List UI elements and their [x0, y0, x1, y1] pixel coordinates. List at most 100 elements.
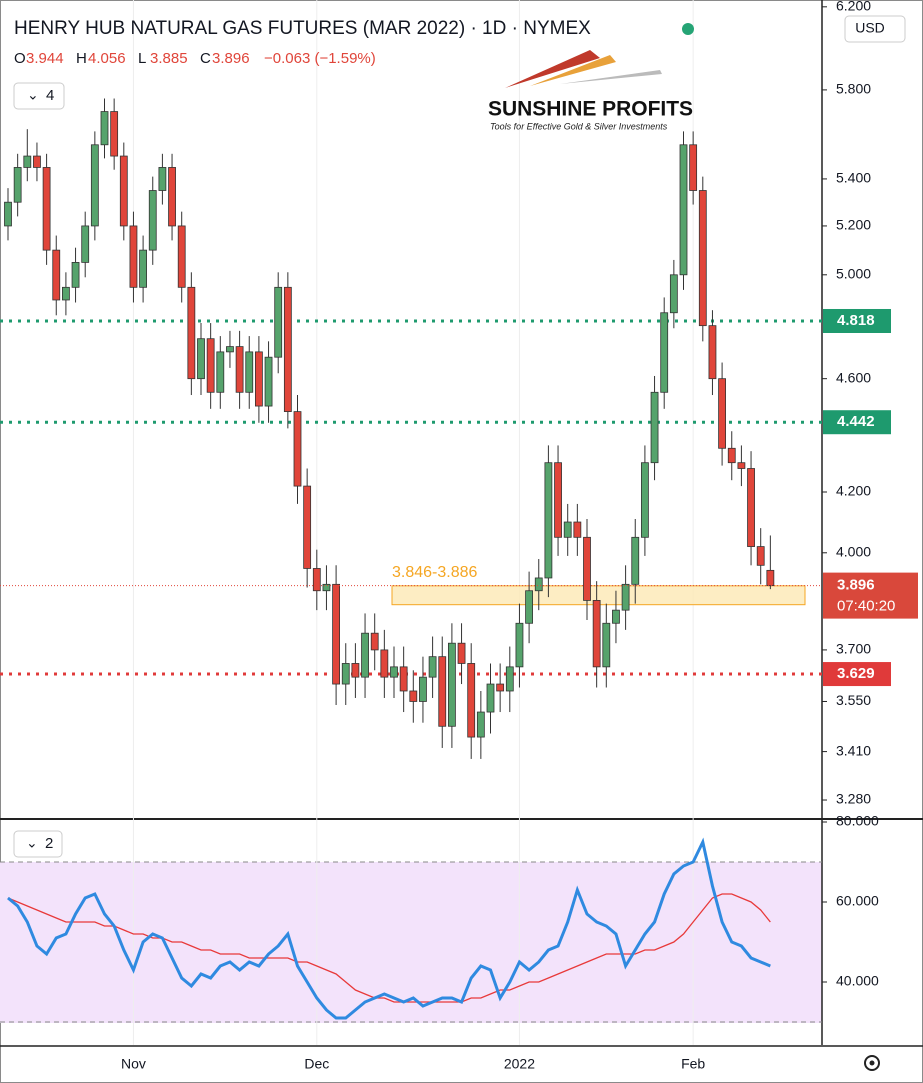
- candle-body: [631, 536, 640, 585]
- candle-body: [235, 346, 244, 393]
- candle-body: [505, 666, 514, 692]
- logo: SUNSHINE PROFITS Tools for Effective Gol…: [488, 50, 693, 131]
- candle-body: [177, 225, 186, 288]
- y-tick-label: 5.800: [836, 81, 871, 97]
- candle-body: [4, 201, 12, 227]
- candle-body: [727, 447, 736, 464]
- rsi-ma-line: [7, 893, 771, 1003]
- candle-body: [669, 274, 678, 314]
- candle-body: [708, 325, 717, 380]
- ohlc-text: C: [200, 50, 211, 67]
- svg-text:⌄: ⌄: [26, 835, 38, 851]
- candle-body: [206, 338, 215, 393]
- settings-gear[interactable]: [864, 1055, 880, 1071]
- candle-body: [52, 249, 61, 301]
- candle-body: [718, 378, 726, 449]
- candle-body: [457, 642, 466, 664]
- candle-body: [409, 690, 418, 702]
- y-tick-label: 40.000: [836, 973, 879, 989]
- candle-body: [621, 583, 630, 611]
- candle-body: [13, 167, 22, 203]
- last-price-bg: [823, 572, 918, 619]
- candle-body: [361, 632, 369, 678]
- pane-count[interactable]: 4: [46, 87, 54, 104]
- candle-body: [254, 351, 263, 407]
- candle-body: [283, 286, 292, 413]
- level-label-bg: [823, 662, 891, 687]
- y-tick-label: 3.700: [836, 641, 871, 657]
- candle-body: [303, 485, 312, 569]
- candle-body: [148, 190, 157, 251]
- candle-body: [399, 666, 408, 692]
- y-tick-label: 6.200: [836, 0, 871, 14]
- candle-body: [563, 521, 572, 538]
- candle-body: [447, 642, 456, 727]
- countdown: 07:40:20: [837, 598, 895, 615]
- ohlc-text: 3.944: [26, 50, 64, 67]
- candle-body: [756, 546, 765, 566]
- candle-body: [312, 568, 321, 592]
- candle-body: [226, 346, 234, 353]
- candle-body: [679, 144, 688, 276]
- y-tick-label: 3.280: [836, 791, 871, 807]
- x-tick-label: 2022: [504, 1056, 535, 1072]
- ohlc-text: L: [138, 50, 146, 67]
- candle-body: [90, 144, 99, 227]
- currency[interactable]: USD: [855, 20, 885, 36]
- candle-body: [110, 111, 119, 157]
- candle-body: [216, 351, 225, 393]
- candle-body: [81, 225, 90, 263]
- candle-body: [351, 663, 360, 678]
- x-tick-label: Nov: [121, 1056, 146, 1072]
- x-tick-label: Dec: [304, 1056, 329, 1072]
- candle-body: [332, 583, 341, 685]
- ohlc-text: 3.896: [212, 50, 250, 67]
- candle-body: [428, 656, 437, 678]
- rsi-band-bg: [0, 862, 822, 1023]
- currency-button[interactable]: USD: [844, 15, 906, 43]
- candle-body: [650, 391, 659, 464]
- ohlc-text: H: [76, 50, 87, 67]
- ohlc-text: 3.885: [150, 50, 188, 67]
- status-dot: [682, 23, 694, 35]
- candle-body: [747, 468, 755, 547]
- last-price-label: 3.896: [837, 577, 875, 594]
- candle-body: [23, 155, 32, 168]
- candle-body: [322, 583, 331, 592]
- candle-body: [515, 622, 524, 668]
- candle-body: [341, 663, 350, 685]
- y-tick-label: 5.200: [836, 217, 871, 233]
- y-tick-label: 3.410: [836, 742, 871, 758]
- candle-body: [158, 167, 167, 191]
- ohlc-text: 4.056: [88, 50, 126, 67]
- candle-body: [129, 225, 138, 288]
- candle-body: [274, 286, 283, 358]
- level-label: 4.818: [837, 312, 875, 329]
- candle-body: [139, 249, 148, 288]
- candle-body: [525, 590, 533, 624]
- pane-count[interactable]: 2: [45, 835, 53, 852]
- candle-body: [583, 536, 591, 601]
- y-tick-label: 4.200: [836, 483, 871, 499]
- y-tick-label: 60.000: [836, 893, 879, 909]
- y-tick-label: 3.550: [836, 692, 871, 708]
- candle-body: [544, 462, 553, 579]
- y-tick-label: 5.400: [836, 170, 871, 186]
- candle-body: [293, 411, 302, 487]
- pane-button[interactable]: ⌄ 4: [13, 82, 65, 110]
- candle-body: [438, 656, 447, 727]
- level-label: 3.629: [837, 665, 875, 682]
- x-tick-label: Feb: [681, 1056, 705, 1072]
- candle-body: [245, 351, 254, 393]
- level-label-bg: [823, 410, 891, 435]
- pane-button[interactable]: ⌄ 2: [13, 830, 63, 858]
- y-tick-label: 4.600: [836, 369, 871, 385]
- logo-name: SUNSHINE PROFITS: [488, 98, 693, 121]
- candle-body: [612, 609, 620, 624]
- chart-title: HENRY HUB NATURAL GAS FUTURES (MAR 2022)…: [14, 18, 591, 39]
- candle-body: [496, 683, 505, 692]
- candle-body: [370, 632, 379, 651]
- candle-body: [476, 711, 485, 738]
- candle-body: [573, 521, 582, 538]
- candle-body: [419, 676, 427, 702]
